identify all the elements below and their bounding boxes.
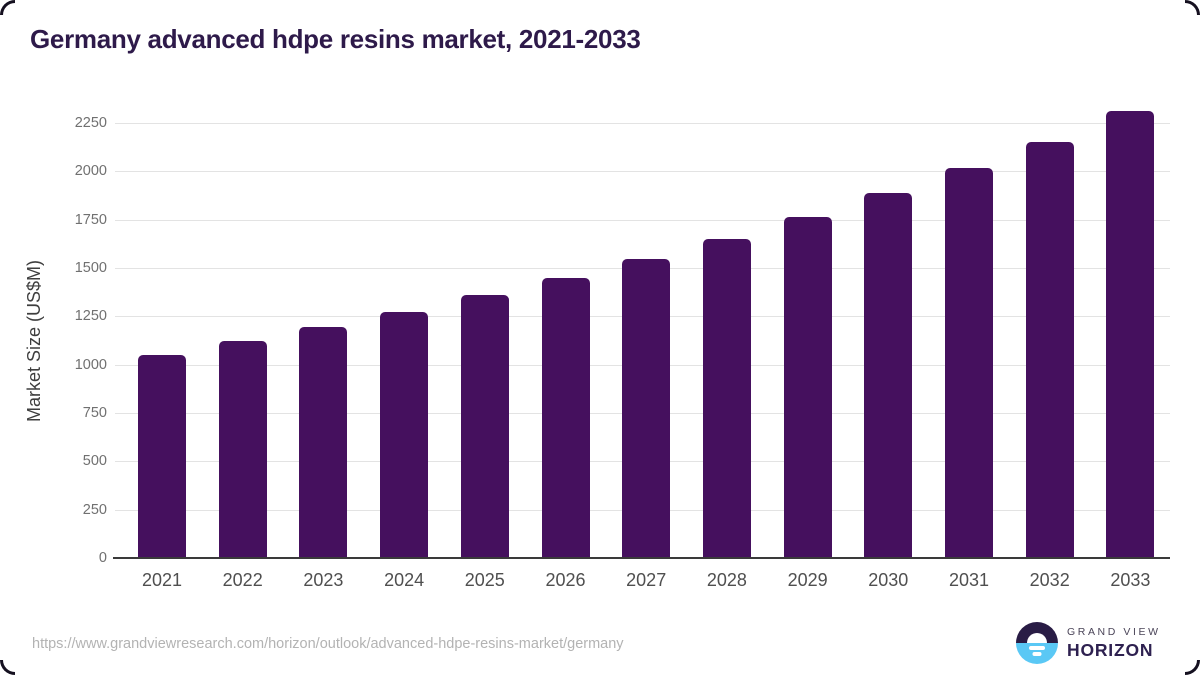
y-tick-label-2000: 2000 (74, 163, 107, 180)
horizon-sun-icon (1016, 622, 1058, 664)
frame-corner-top-right (1185, 0, 1200, 15)
x-axis-line (113, 557, 1170, 559)
y-tick-label-1750: 1750 (74, 211, 107, 228)
bar-2026[interactable] (541, 277, 590, 558)
bar-2025[interactable] (460, 295, 509, 558)
sun-reflection-bar (1029, 646, 1045, 650)
bar-2029[interactable] (783, 216, 832, 558)
sun-shape (1027, 633, 1047, 643)
y-tick-label-750: 750 (82, 405, 107, 421)
bar-2028[interactable] (702, 239, 751, 558)
bar-2027[interactable] (622, 259, 671, 558)
x-tick-label-2032: 2032 (1029, 570, 1070, 590)
y-tick-label-0: 0 (98, 550, 107, 566)
grand-view-horizon-logo: GRAND VIEW HORIZON (1016, 622, 1161, 664)
x-tick-label-2026: 2026 (545, 570, 586, 590)
y-tick-label-2250: 2250 (74, 115, 107, 131)
x-tick-label-2028: 2028 (706, 570, 747, 590)
bar-2021[interactable] (138, 355, 186, 558)
y-tick-label-1250: 1250 (74, 308, 107, 325)
bar-2033[interactable] (1106, 111, 1155, 558)
x-tick-label-2023: 2023 (303, 570, 344, 590)
x-tick-label-2024: 2024 (384, 570, 425, 590)
y-tick-label-250: 250 (82, 501, 107, 518)
y-tick-label-1500: 1500 (74, 260, 107, 276)
x-tick-label-2031: 2031 (948, 570, 990, 590)
x-tick-label-2022: 2022 (222, 570, 263, 590)
x-tick-label-2030: 2030 (868, 570, 909, 590)
x-tick-label-2021: 2021 (141, 570, 183, 590)
x-tick-label-2033: 2033 (1110, 570, 1151, 590)
source-url: https://www.grandviewresearch.com/horizo… (32, 636, 624, 652)
y-tick-label-1000: 1000 (74, 356, 107, 373)
gridline-1750 (115, 219, 1170, 221)
sun-reflection-bar (1032, 652, 1042, 656)
frame-corner-bottom-left (0, 660, 15, 675)
bar-2030[interactable] (864, 192, 913, 558)
logo-text: GRAND VIEW HORIZON (1067, 626, 1161, 661)
x-tick-label-2025: 2025 (464, 570, 505, 590)
x-tick-label-2029: 2029 (787, 570, 828, 590)
frame-corner-top-left (0, 0, 15, 15)
logo-product-line: HORIZON (1067, 639, 1154, 660)
page-title: Germany advanced hdpe resins market, 202… (30, 24, 641, 54)
x-tick-label-2027: 2027 (626, 570, 667, 590)
bar-2031[interactable] (945, 168, 993, 558)
gridline-2250 (115, 123, 1170, 124)
bar-2023[interactable] (299, 326, 348, 558)
logo-brand-line: GRAND VIEW (1067, 625, 1161, 638)
bar-2024[interactable] (380, 311, 429, 558)
y-tick-label-500: 500 (82, 453, 107, 470)
bar-2032[interactable] (1025, 142, 1074, 558)
bar-2022[interactable] (218, 341, 267, 558)
gridline-2000 (115, 171, 1170, 173)
